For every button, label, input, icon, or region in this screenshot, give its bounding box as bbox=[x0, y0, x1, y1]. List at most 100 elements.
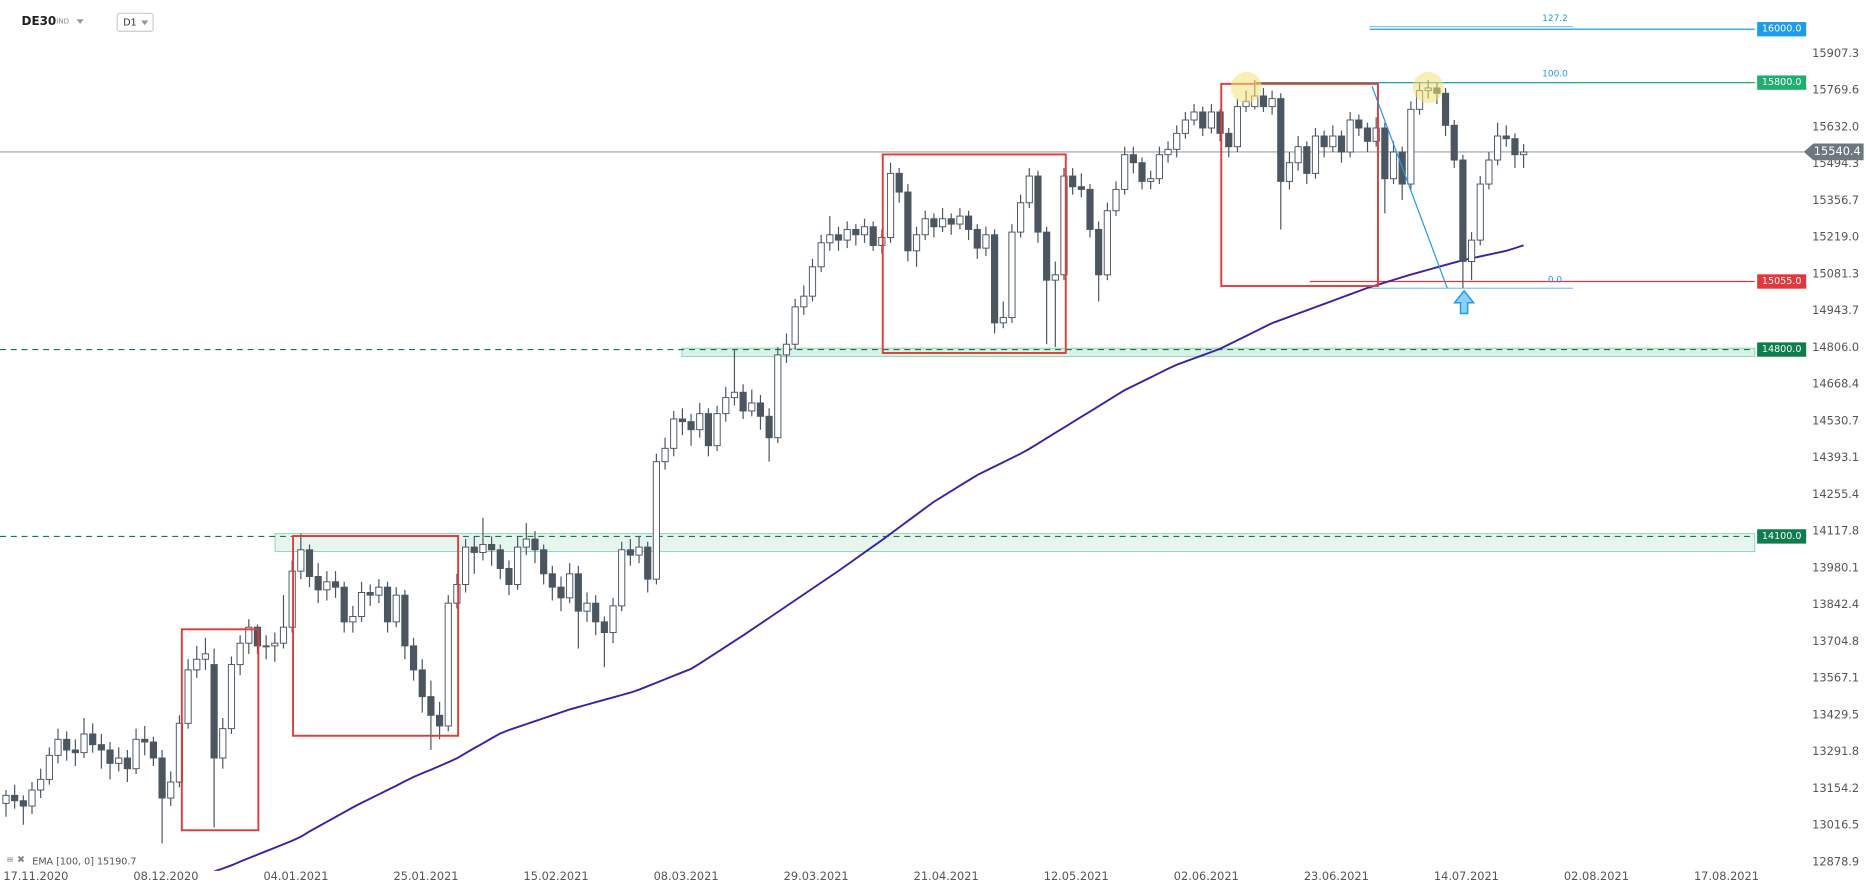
candle-body bbox=[1077, 186, 1085, 190]
x-tick-label: 21.04.2021 bbox=[914, 869, 979, 883]
level-tag bbox=[1757, 75, 1807, 90]
candle-body bbox=[1476, 183, 1484, 241]
fib-label: 0.0 bbox=[1548, 275, 1563, 285]
candle-body bbox=[522, 538, 530, 548]
y-tick-label: 13154.2 bbox=[1812, 781, 1859, 795]
candle-body bbox=[1277, 98, 1285, 182]
candle-body bbox=[297, 549, 305, 572]
candle-body bbox=[609, 605, 617, 634]
level-label: 16000.0 bbox=[1762, 24, 1801, 35]
y-tick-label: 14806.0 bbox=[1812, 340, 1859, 354]
candle-body bbox=[748, 402, 756, 412]
candle-body bbox=[782, 343, 791, 356]
candle-body bbox=[696, 413, 704, 431]
candle-body bbox=[1459, 159, 1467, 262]
candle-body bbox=[973, 228, 981, 249]
candle-body bbox=[470, 546, 478, 553]
candle-body bbox=[1216, 111, 1224, 134]
candle-body bbox=[661, 447, 669, 463]
candle-body bbox=[80, 733, 88, 754]
candle-body bbox=[1381, 127, 1389, 180]
candle-body bbox=[791, 306, 799, 345]
candle-body bbox=[548, 573, 556, 588]
candle-body bbox=[652, 461, 660, 580]
candle-body bbox=[505, 567, 513, 585]
candle-body bbox=[1095, 228, 1103, 276]
dropdown-arrow[interactable] bbox=[141, 20, 149, 26]
candle-body bbox=[1329, 135, 1337, 148]
candle-body bbox=[1103, 210, 1111, 276]
candle-body bbox=[262, 645, 270, 648]
candle-body bbox=[774, 354, 782, 439]
candle-body bbox=[1043, 231, 1051, 281]
candle-body bbox=[1407, 108, 1415, 185]
timeframe-select[interactable] bbox=[116, 12, 154, 32]
candle-body bbox=[392, 594, 400, 623]
candle-body bbox=[1441, 92, 1450, 126]
candle-body bbox=[184, 669, 192, 724]
candle-body bbox=[1502, 135, 1510, 140]
candle-body bbox=[826, 234, 834, 244]
candle-body bbox=[401, 594, 409, 647]
candle-body bbox=[357, 592, 366, 618]
candle-body bbox=[626, 549, 634, 556]
x-tick-label: 14.07.2021 bbox=[1434, 869, 1499, 883]
y-tick-label: 13567.1 bbox=[1812, 671, 1859, 685]
x-tick-label: 12.05.2021 bbox=[1044, 869, 1109, 883]
candle-body bbox=[1147, 178, 1155, 182]
candle-body bbox=[141, 738, 149, 743]
candle-body bbox=[63, 738, 71, 751]
candle-body bbox=[583, 602, 591, 612]
candle-body bbox=[375, 586, 383, 596]
indicator-icons[interactable]: ≡ ✖ bbox=[6, 855, 25, 866]
candle-body bbox=[366, 592, 374, 596]
candle-body bbox=[991, 234, 999, 324]
candle-body bbox=[817, 242, 825, 268]
marks bbox=[0, 26, 1804, 871]
y-tick-label: 15907.3 bbox=[1812, 46, 1859, 60]
candle-body bbox=[132, 738, 140, 770]
candle-body bbox=[2, 794, 10, 804]
candle-body bbox=[245, 626, 253, 644]
y-tick-label: 12878.9 bbox=[1812, 854, 1859, 868]
level-label: 15800.0 bbox=[1762, 77, 1801, 88]
candle-body bbox=[800, 295, 808, 308]
candle-body bbox=[488, 543, 496, 551]
level-label: 14100.0 bbox=[1762, 531, 1801, 542]
y-tick-label: 13429.5 bbox=[1812, 707, 1859, 721]
y-tick-label: 13842.4 bbox=[1812, 597, 1859, 611]
candle-body bbox=[739, 391, 747, 412]
candle-body bbox=[1138, 162, 1146, 182]
candle-body bbox=[687, 421, 695, 431]
current-price-label: 15540.4 bbox=[1814, 144, 1861, 158]
candle-body bbox=[1485, 159, 1493, 185]
candle-body bbox=[71, 749, 79, 754]
range-box bbox=[180, 628, 260, 832]
symbol[interactable]: DE30 bbox=[22, 14, 57, 28]
candle-body bbox=[1389, 151, 1398, 180]
candle-body bbox=[947, 218, 955, 225]
y-tick-label: 14943.7 bbox=[1812, 303, 1859, 317]
x-tick-label: 23.06.2021 bbox=[1304, 869, 1369, 883]
candle-body bbox=[1173, 132, 1181, 150]
level-tag bbox=[1757, 274, 1807, 289]
ema-line bbox=[213, 244, 1524, 871]
candle-body bbox=[644, 546, 652, 580]
candle-body bbox=[427, 696, 435, 716]
candle-body bbox=[912, 234, 921, 252]
candle-body bbox=[54, 738, 62, 756]
candle-body bbox=[115, 757, 123, 764]
candle-body bbox=[843, 228, 851, 241]
candle-body bbox=[462, 546, 470, 585]
candle-body bbox=[1155, 154, 1163, 180]
highlight bbox=[1412, 71, 1444, 103]
candle-body bbox=[869, 226, 877, 246]
timeframe[interactable]: D1 bbox=[123, 17, 136, 28]
current-price-tag bbox=[1803, 143, 1864, 161]
arrow bbox=[1453, 289, 1476, 315]
candle-body bbox=[999, 317, 1007, 324]
y-tick-label: 14255.4 bbox=[1812, 487, 1859, 501]
candle-body bbox=[227, 664, 236, 730]
dropdown-arrow[interactable] bbox=[76, 19, 84, 25]
indicator-value: 15190.7 bbox=[97, 856, 136, 867]
